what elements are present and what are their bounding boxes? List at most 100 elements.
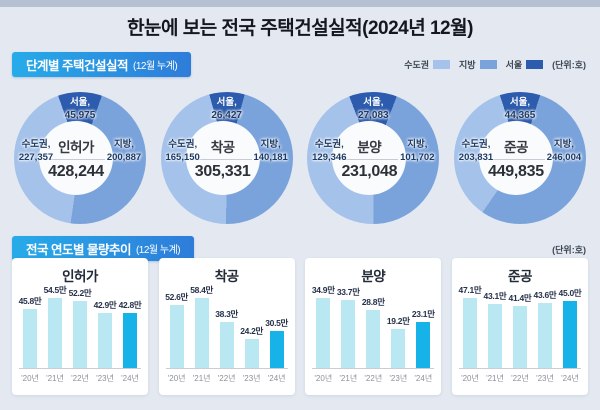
x-axis-tick: '20년 xyxy=(21,374,39,383)
x-axis-tick: '20년 xyxy=(167,374,186,383)
bar-column: 54.5만 xyxy=(44,284,67,368)
bar-plot-area: 52.6만 58.4만 38.3만 24.2만 30.5만 xyxy=(165,281,289,369)
bar-value-label: 42.9만 xyxy=(93,300,117,310)
bar-column: 30.5만 xyxy=(265,317,289,368)
bar xyxy=(169,305,184,368)
bar-chart-title: 준공 xyxy=(508,269,532,284)
bar xyxy=(316,298,331,368)
top-border-strip xyxy=(0,0,600,7)
legend-item: 수도권 xyxy=(404,58,451,71)
bar-value-label: 41.4만 xyxy=(508,293,532,303)
bar-column: 23.1만 xyxy=(412,308,435,368)
bar-plot-area: 47.1만 43.1만 41.4만 43.6만 45.0만 xyxy=(459,281,582,369)
x-axis-tick: '22년 xyxy=(364,374,383,383)
bar xyxy=(219,322,234,368)
section2-subtitle: (12월 누계) xyxy=(135,245,181,256)
section1-header: 단계별 주택건설실적 (12월 누계) xyxy=(12,52,192,77)
jibang-name: 지방, xyxy=(553,139,575,150)
x-axis-tick: '21년 xyxy=(339,374,358,383)
seoul-segment-value: 26,427 xyxy=(211,110,242,121)
jibang-segment-label: 지방, 101,702 xyxy=(388,138,446,164)
bar-value-label: 43.6만 xyxy=(533,290,557,300)
bar-chart-title: 인허가 xyxy=(62,269,98,284)
donut-total-value: 305,331 xyxy=(194,162,251,180)
legend-swatch-sudogwon xyxy=(433,60,451,69)
legend-label: 지방 xyxy=(459,60,476,70)
donut-total-value: 449,835 xyxy=(488,162,544,180)
bar-column: 34.9만 xyxy=(312,284,335,368)
sudogwon-segment-label: 수도권, 203,831 xyxy=(447,138,505,164)
sudogwon-name: 수도권, xyxy=(314,139,344,150)
bar-column: 42.9만 xyxy=(93,299,117,368)
bar-value-label: 42.8만 xyxy=(118,300,142,310)
x-axis-labels: '20년 '21년 '22년 '23년 '24년 xyxy=(459,373,581,385)
sudogwon-segment-label: 수도권, 227,357 xyxy=(7,138,65,164)
bar-column: 41.4만 xyxy=(508,292,532,368)
x-axis-tick: '20년 xyxy=(461,374,479,383)
bar xyxy=(487,304,502,368)
bar-column: 33.7만 xyxy=(337,286,360,368)
donut-center: 착공 305,331 xyxy=(185,121,260,195)
bar-value-label: 52.6만 xyxy=(165,292,189,302)
x-axis-tick: '23년 xyxy=(536,374,554,383)
seoul-segment-value: 45,975 xyxy=(64,110,96,121)
seoul-segment-value: 27,083 xyxy=(358,110,389,121)
x-axis-tick: '21년 xyxy=(486,374,504,383)
bar-value-label: 30.5만 xyxy=(265,318,289,328)
x-axis-tick: '22년 xyxy=(217,374,236,383)
sudogwon-value: 129,346 xyxy=(312,152,347,163)
x-axis-labels: '20년 '21년 '22년 '23년 '24년 xyxy=(19,373,141,385)
bar-value-label: 45.0만 xyxy=(558,288,582,298)
bar-value-label: 52.2만 xyxy=(68,288,92,298)
sudogwon-segment-label: 수도권, 129,346 xyxy=(300,138,358,164)
bar xyxy=(462,298,477,368)
sudogwon-segment-label: 수도권, 165,150 xyxy=(154,138,212,164)
legend-swatch-jibang xyxy=(479,60,497,69)
donut-center: 분양 231,048 xyxy=(332,121,407,195)
bar-chart-title: 분양 xyxy=(361,269,386,284)
donut-착공: 착공 305,331 서울, 26,427 수도권, 165,150 지방, 140,181 xyxy=(157,92,297,232)
bar xyxy=(269,331,284,368)
donut-divider xyxy=(486,158,545,160)
donut-category-label: 준공 xyxy=(504,139,528,155)
legend-label: 수도권 xyxy=(404,60,430,70)
section1-subtitle: (12월 누계) xyxy=(132,61,178,72)
bar-chart-row: 인허가 45.8만 54.5만 52.2만 42.9만 42.8만 '20년 '21년 '22년… xyxy=(12,258,588,395)
sudogwon-name: 수도권, xyxy=(461,139,491,150)
sudogwon-name: 수도권, xyxy=(21,139,51,150)
bar-column: 52.6만 xyxy=(165,291,189,368)
donut-divider xyxy=(193,158,252,160)
sudogwon-value: 227,357 xyxy=(18,152,54,163)
seoul-segment-label: 서울, xyxy=(509,97,531,108)
donut-분양: 분양 231,048 서울, 27,083 수도권, 129,346 지방, 101,702 xyxy=(303,92,443,232)
bar-value-label: 38.3만 xyxy=(215,309,239,319)
x-axis-tick: '23년 xyxy=(242,374,261,383)
bar-chart-분양: 분양 34.9만 33.7만 28.8만 19.2만 23.1만 '20년 '21년 '22년 '… xyxy=(305,258,442,395)
legend-label: 서울 xyxy=(505,60,523,70)
seoul-segment-value: 44,365 xyxy=(504,110,536,121)
bar-column: 47.1만 xyxy=(459,284,482,368)
bar-chart-착공: 착공 52.6만 58.4만 38.3만 24.2만 30.5만 '20년 '21년 '22년 '… xyxy=(158,258,295,395)
bar xyxy=(562,301,577,368)
donut-divider xyxy=(340,158,399,160)
jibang-value: 246,004 xyxy=(546,152,582,163)
x-axis-tick: '24년 xyxy=(561,374,579,383)
bar-value-label: 45.8만 xyxy=(18,296,42,306)
sudogwon-name: 수도권, xyxy=(168,139,198,150)
page-title: 한눈에 보는 전국 주택건설실적(2024년 12월) xyxy=(127,18,473,39)
x-axis-tick: '22년 xyxy=(511,374,529,383)
bar xyxy=(194,298,209,368)
donut-category-label: 착공 xyxy=(210,139,235,155)
section2-title: 전국 연도별 물량추이 xyxy=(26,243,131,257)
bar-column: 58.4만 xyxy=(190,284,214,368)
jibang-segment-label: 지방, 200,887 xyxy=(95,138,153,164)
bar xyxy=(244,339,259,368)
jibang-segment-label: 지방, 140,181 xyxy=(242,138,300,164)
bar xyxy=(366,310,381,368)
x-axis-tick: '23년 xyxy=(96,374,114,383)
section2-unit-label: (단위:호) xyxy=(552,245,586,255)
bar-chart-title: 착공 xyxy=(214,269,239,284)
bar-column: 45.0만 xyxy=(558,287,582,368)
bar-value-label: 58.4만 xyxy=(190,285,214,295)
bar-value-label: 28.8만 xyxy=(361,297,385,307)
